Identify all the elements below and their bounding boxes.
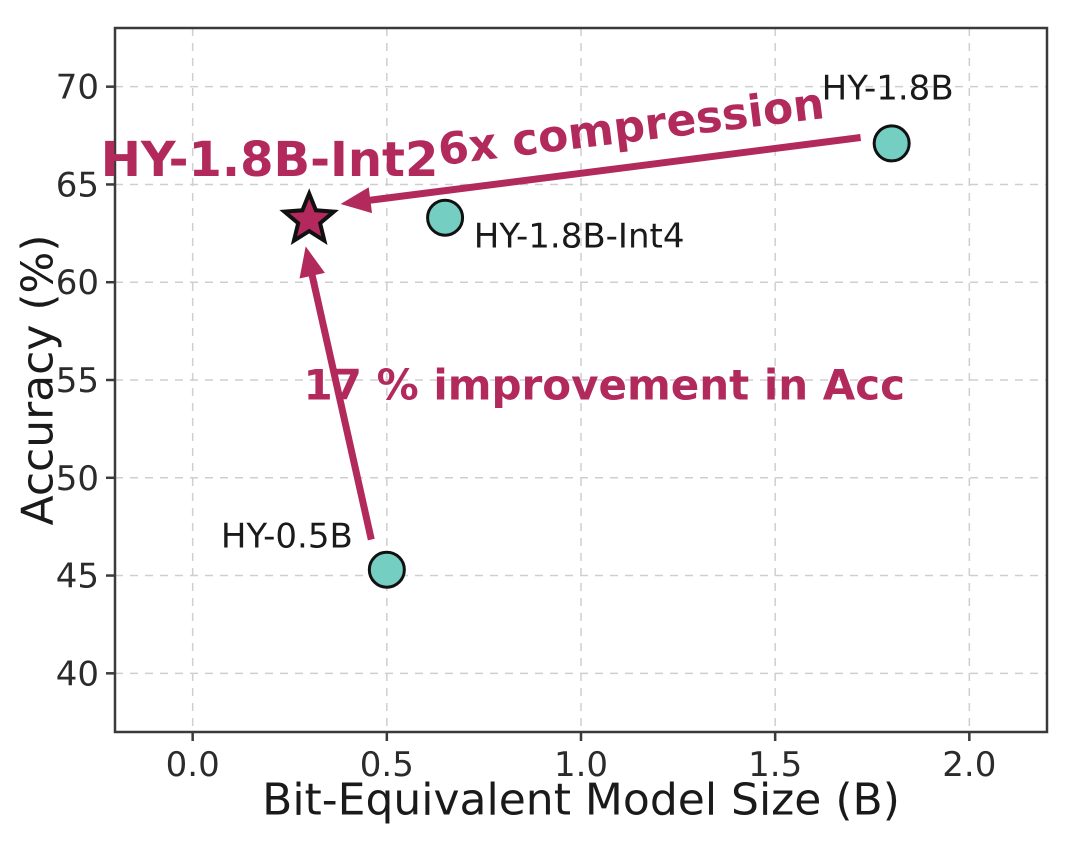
annotation-improvement-label: 17 % improvement in Acc [304,360,906,409]
point-label-hy-0-5b: HY-0.5B [221,517,353,557]
annotation-compression-label: 6x compression [435,78,827,176]
x-tick-label: 0.5 [360,745,414,785]
y-tick-label: 50 [56,459,99,499]
x-tick-label: 1.0 [554,745,608,785]
y-axis-label: Accuracy (%) [12,234,64,526]
improvement-arrow-head [299,246,325,279]
y-tick-label: 70 [56,68,99,108]
x-tick-label: 1.5 [748,745,802,785]
y-tick-label: 40 [56,654,99,694]
annotation-int2-label: HY-1.8B-Int2 [101,132,439,188]
x-tick-label: 2.0 [942,745,996,785]
compression-arrow-head [340,187,373,214]
data-point-hy-0-5b [367,550,406,589]
compression-arrow-line [365,134,862,205]
x-tick-label: 0.0 [166,745,220,785]
x-axis-label: Bit-Equivalent Model Size (B) [262,774,900,826]
y-tick-label: 55 [56,361,99,401]
data-point-hy-1-8b-int2 [279,188,339,246]
y-tick-label: 60 [56,263,99,303]
y-tick-label: 45 [56,557,99,597]
data-point-hy-1-8b [872,124,911,163]
point-label-hy-1-8b: HY-1.8B [822,68,954,108]
improvement-arrow-line [307,271,375,541]
data-point-hy-1-8b-int4 [426,198,465,237]
y-tick-label: 65 [56,165,99,205]
point-label-hy-1-8b-int4: HY-1.8B-Int4 [474,217,685,257]
